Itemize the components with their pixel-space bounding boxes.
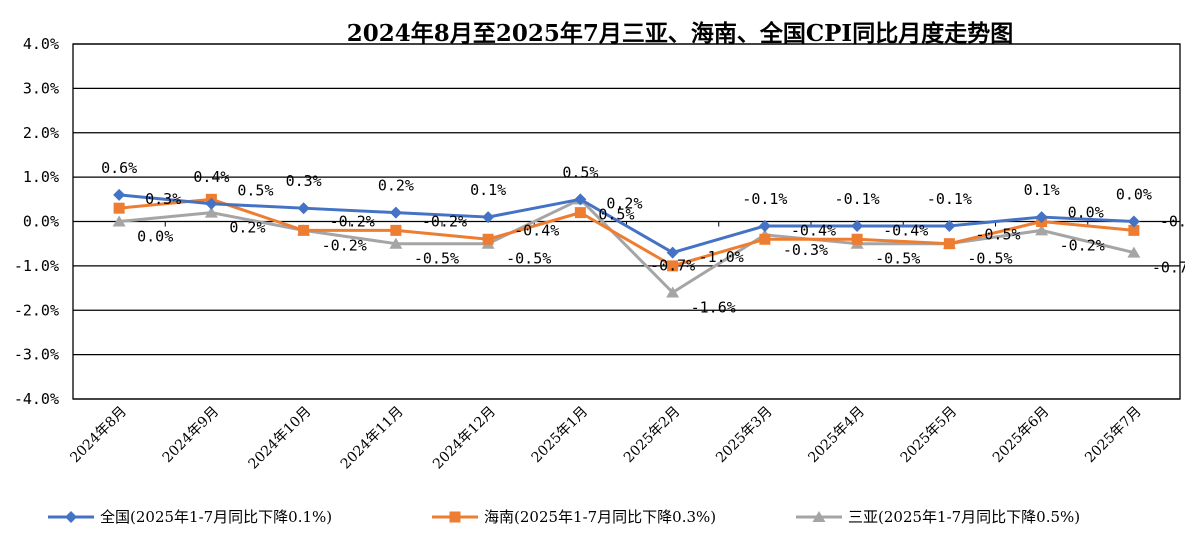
data-label: 0.0%: [137, 228, 173, 246]
data-label: -0.7%: [1152, 259, 1185, 277]
legend-label: 三亚(2025年1-7月同比下降0.5%): [848, 508, 1080, 526]
data-point: [112, 215, 126, 227]
data-point: [1035, 224, 1049, 236]
x-tick-label: 2025年7月: [1082, 404, 1145, 467]
y-tick-label: 2.0%: [23, 124, 59, 142]
data-label: -0.2%: [322, 236, 367, 254]
data-label: -0.5%: [975, 226, 1020, 244]
data-point: [574, 193, 587, 206]
data-point: [851, 233, 863, 245]
data-label: -0.2%: [1060, 236, 1105, 254]
x-tick-label: 2024年12月: [430, 404, 499, 473]
data-label: 0.2%: [606, 195, 642, 213]
data-label: -0.5%: [967, 250, 1012, 268]
x-tick-label: 2025年6月: [990, 404, 1053, 467]
y-tick-label: 4.0%: [23, 35, 59, 53]
data-label: -1.0%: [699, 248, 744, 266]
y-tick-label: -1.0%: [14, 257, 59, 275]
data-label: 0.5%: [237, 181, 273, 199]
data-label: 0.0%: [1068, 204, 1104, 222]
x-tick-label: 2025年2月: [621, 404, 684, 467]
y-tick-label: -2.0%: [14, 301, 59, 319]
x-tick-label: 2024年11月: [338, 404, 407, 473]
x-tick-label: 2025年3月: [713, 404, 776, 467]
data-label: -0.2%: [1160, 212, 1185, 230]
data-point: [758, 219, 771, 232]
data-point: [482, 233, 494, 245]
y-tick-label: 0.0%: [23, 213, 59, 231]
legend-marker: [449, 511, 461, 523]
data-point: [389, 206, 402, 219]
data-label: -0.4%: [514, 221, 559, 239]
series-line: [118, 197, 1135, 268]
data-label: 0.4%: [193, 168, 229, 186]
data-label: -0.4%: [883, 221, 928, 239]
data-label: -0.5%: [875, 250, 920, 268]
data-point: [1127, 215, 1140, 228]
data-point: [1128, 224, 1140, 236]
data-point: [851, 219, 864, 232]
data-label: 0.1%: [470, 181, 506, 199]
data-point: [666, 286, 680, 298]
legend-label: 海南(2025年1-7月同比下降0.3%): [484, 508, 716, 526]
data-label: -1.6%: [691, 299, 736, 317]
data-label: 0.6%: [101, 159, 137, 177]
data-point: [298, 224, 310, 236]
data-point: [943, 219, 956, 232]
data-label: 0.5%: [562, 163, 598, 181]
data-label: -0.1%: [835, 190, 880, 208]
data-label: -0.4%: [791, 221, 836, 239]
data-point: [574, 207, 586, 219]
data-label: -0.5%: [414, 250, 459, 268]
data-point: [113, 202, 125, 214]
data-point: [390, 224, 402, 236]
data-point: [205, 197, 218, 210]
data-label: -0.1%: [927, 190, 972, 208]
data-label: 0.3%: [145, 190, 181, 208]
legend-marker: [812, 511, 826, 522]
x-tick-label: 2025年5月: [898, 404, 961, 467]
data-point: [666, 246, 679, 259]
x-tick-label: 2025年4月: [805, 404, 868, 467]
x-tick-label: 2024年10月: [246, 404, 315, 473]
data-point: [389, 237, 403, 249]
data-label: -0.1%: [742, 190, 787, 208]
x-tick-label: 2025年1月: [529, 404, 592, 467]
data-label: -0.3%: [783, 241, 828, 259]
data-label: 0.5%: [598, 205, 634, 223]
data-point: [204, 206, 218, 218]
chart-title: 2024年8月至2025年7月三亚、海南、全国CPI同比月度走势图: [346, 20, 1014, 47]
y-tick-label: -3.0%: [14, 346, 59, 364]
data-point: [482, 211, 495, 224]
data-label: 0.2%: [378, 177, 414, 195]
data-point: [1127, 246, 1141, 258]
data-point: [297, 202, 310, 215]
data-label: -0.5%: [506, 250, 551, 268]
data-label: 0.0%: [1116, 186, 1152, 204]
data-label: -0.2%: [330, 212, 375, 230]
data-point: [759, 233, 771, 245]
x-tick-label: 2024年9月: [160, 404, 223, 467]
x-tick-label: 2024年8月: [67, 404, 130, 467]
data-label: 0.1%: [1024, 181, 1060, 199]
legend-label: 全国(2025年1-7月同比下降0.1%): [100, 508, 332, 526]
data-point: [667, 260, 679, 272]
data-label: -0.2%: [422, 212, 467, 230]
data-label: -0.7%: [650, 257, 695, 275]
legend-marker: [65, 511, 77, 523]
data-label: 0.2%: [229, 219, 265, 237]
data-point: [943, 238, 955, 250]
y-tick-label: 3.0%: [23, 79, 59, 97]
series-line: [118, 193, 1134, 255]
data-point: [113, 188, 126, 201]
y-tick-label: 1.0%: [23, 168, 59, 186]
data-point: [1035, 211, 1048, 224]
data-label: 0.3%: [286, 172, 322, 190]
y-tick-label: -4.0%: [14, 390, 59, 408]
